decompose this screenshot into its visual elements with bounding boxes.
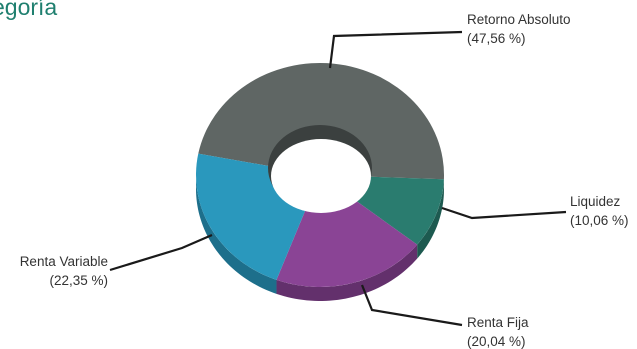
label-name-retorno-absoluto: Retorno Absoluto (467, 12, 571, 27)
slice-side-renta-fija (276, 244, 418, 301)
label-value-liquidez: (10,06 %) (570, 213, 629, 228)
slice-side-liquidez (417, 179, 444, 259)
leader-lines (109, 30, 567, 327)
leader-line-retorno-absoluto (328, 30, 463, 69)
chart-title: egoría (0, 0, 58, 20)
label-name-renta-variable: Renta Variable (20, 254, 108, 269)
slice-side-renta-variable (196, 175, 277, 294)
label-value-renta-variable: (22,35 %) (49, 273, 108, 288)
slice-retorno-absoluto (198, 63, 445, 180)
leader-line-renta-variable (109, 233, 213, 272)
label-value-retorno-absoluto: (47,56 %) (467, 31, 526, 46)
donut-hole-center (271, 139, 371, 213)
label-value-renta-fija: (20,04 %) (467, 334, 526, 349)
leader-line-liquidez (441, 206, 567, 220)
donut-hole (268, 125, 372, 213)
label-name-renta-fija: Renta Fija (467, 315, 529, 330)
label-name-liquidez: Liquidez (570, 194, 621, 209)
donut-sides (196, 175, 444, 301)
slice-labels: Retorno Absoluto (47,56 %) Liquidez (10,06 … (20, 12, 629, 349)
leader-line-renta-fija (360, 284, 463, 327)
